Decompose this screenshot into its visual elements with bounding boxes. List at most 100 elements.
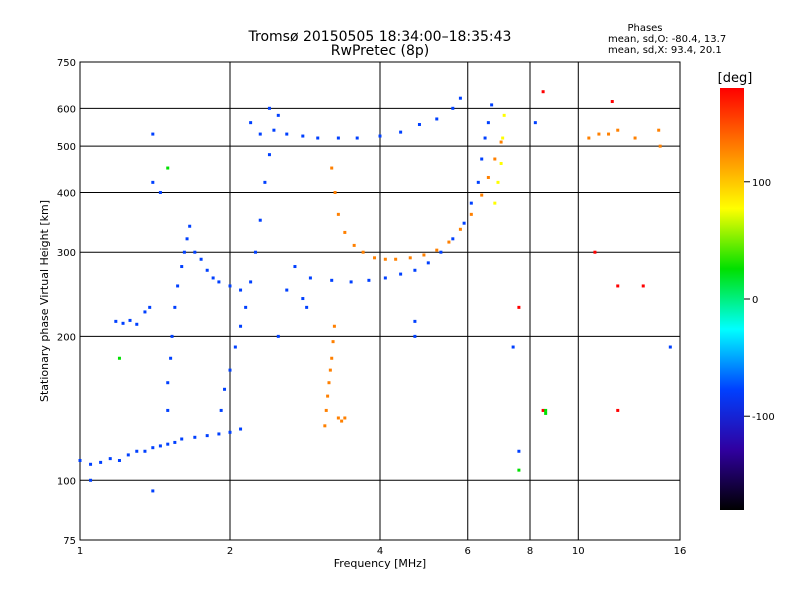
data-point	[121, 321, 125, 325]
data-point	[151, 180, 155, 184]
data-point	[533, 121, 537, 125]
x-axis-label: Frequency [MHz]	[334, 557, 426, 570]
data-point	[328, 368, 332, 372]
chart-title-line1: Tromsø 20150505 18:34:00–18:35:43	[248, 29, 512, 45]
data-point	[633, 136, 637, 140]
x-tick-label: 1	[77, 546, 83, 557]
chart-title-line2: RwPretec (8p)	[331, 43, 429, 59]
colorbar-tick-label: 100	[752, 178, 771, 189]
data-point	[658, 144, 662, 148]
data-point	[180, 437, 184, 441]
colorbar-label: [deg]	[718, 71, 753, 86]
data-point	[143, 449, 147, 453]
data-point	[78, 458, 82, 462]
y-tick-labels: 75 100 200 300 400 500 600 750	[57, 58, 76, 547]
data-point	[267, 153, 271, 157]
data-point	[170, 334, 174, 338]
data-point	[239, 288, 243, 292]
data-point	[544, 411, 548, 415]
data-point	[249, 280, 253, 284]
data-point	[143, 310, 147, 314]
data-point	[544, 408, 548, 412]
data-point	[352, 243, 356, 247]
data-point	[333, 190, 337, 194]
colorbar	[720, 88, 744, 510]
data-point	[217, 432, 221, 436]
y-tick-label: 600	[57, 104, 76, 115]
data-point	[499, 140, 503, 144]
x-tick-label: 2	[227, 546, 233, 557]
data-point	[135, 449, 139, 453]
data-point	[373, 256, 377, 260]
data-point	[435, 248, 439, 252]
data-point	[462, 221, 466, 225]
data-point	[331, 340, 335, 344]
data-point	[493, 201, 497, 205]
x-tick-label: 8	[527, 546, 533, 557]
data-point	[211, 276, 215, 280]
data-point	[166, 408, 170, 412]
data-point	[258, 218, 262, 222]
data-point	[166, 442, 170, 446]
data-point	[349, 280, 353, 284]
data-point	[486, 121, 490, 125]
data-point	[367, 278, 371, 282]
grid-lines	[80, 62, 680, 540]
data-point	[336, 416, 340, 420]
data-point	[117, 356, 121, 360]
data-point	[490, 103, 494, 107]
data-point	[668, 345, 672, 349]
data-point	[272, 128, 276, 132]
data-point	[361, 250, 365, 254]
y-tick-label: 750	[57, 58, 76, 69]
data-point	[435, 117, 439, 121]
data-point	[616, 408, 620, 412]
data-point	[340, 419, 344, 423]
data-point	[517, 305, 521, 309]
colorbar-tick-label: -100	[752, 412, 775, 423]
data-point	[128, 318, 132, 322]
data-point	[383, 257, 387, 261]
data-point	[151, 132, 155, 136]
data-point	[326, 394, 330, 398]
data-point	[469, 201, 473, 205]
data-point	[205, 434, 209, 438]
data-point	[193, 435, 197, 439]
data-point	[223, 387, 227, 391]
data-point	[413, 334, 417, 338]
data-point	[176, 284, 180, 288]
x-tick-label: 16	[674, 546, 687, 557]
data-point	[166, 381, 170, 385]
data-point	[486, 175, 490, 179]
data-point	[276, 113, 280, 117]
data-point	[610, 100, 614, 104]
data-point	[253, 250, 257, 254]
data-point	[426, 261, 430, 265]
data-point	[166, 166, 170, 170]
data-point	[343, 416, 347, 420]
data-point	[89, 462, 93, 466]
data-point	[219, 408, 223, 412]
data-point	[308, 276, 312, 280]
data-point	[383, 276, 387, 280]
data-point	[493, 157, 497, 161]
data-point	[330, 166, 334, 170]
x-tick-label: 10	[572, 546, 585, 557]
data-point	[228, 430, 232, 434]
data-point	[151, 446, 155, 450]
data-point	[182, 250, 186, 254]
data-point	[267, 106, 271, 110]
data-point	[233, 345, 237, 349]
data-point	[199, 257, 203, 261]
data-point	[408, 256, 412, 260]
data-point	[99, 460, 103, 464]
x-tick-labels: 1 2 4 6 8 10 16	[77, 546, 687, 557]
data-point	[148, 305, 152, 309]
data-point	[616, 284, 620, 288]
data-point	[399, 272, 403, 276]
phases-line-o: mean, sd,O: -80.4, 13.7	[608, 34, 726, 45]
data-point	[336, 136, 340, 140]
data-point	[323, 424, 327, 428]
data-point	[205, 268, 209, 272]
data-point	[496, 180, 500, 184]
